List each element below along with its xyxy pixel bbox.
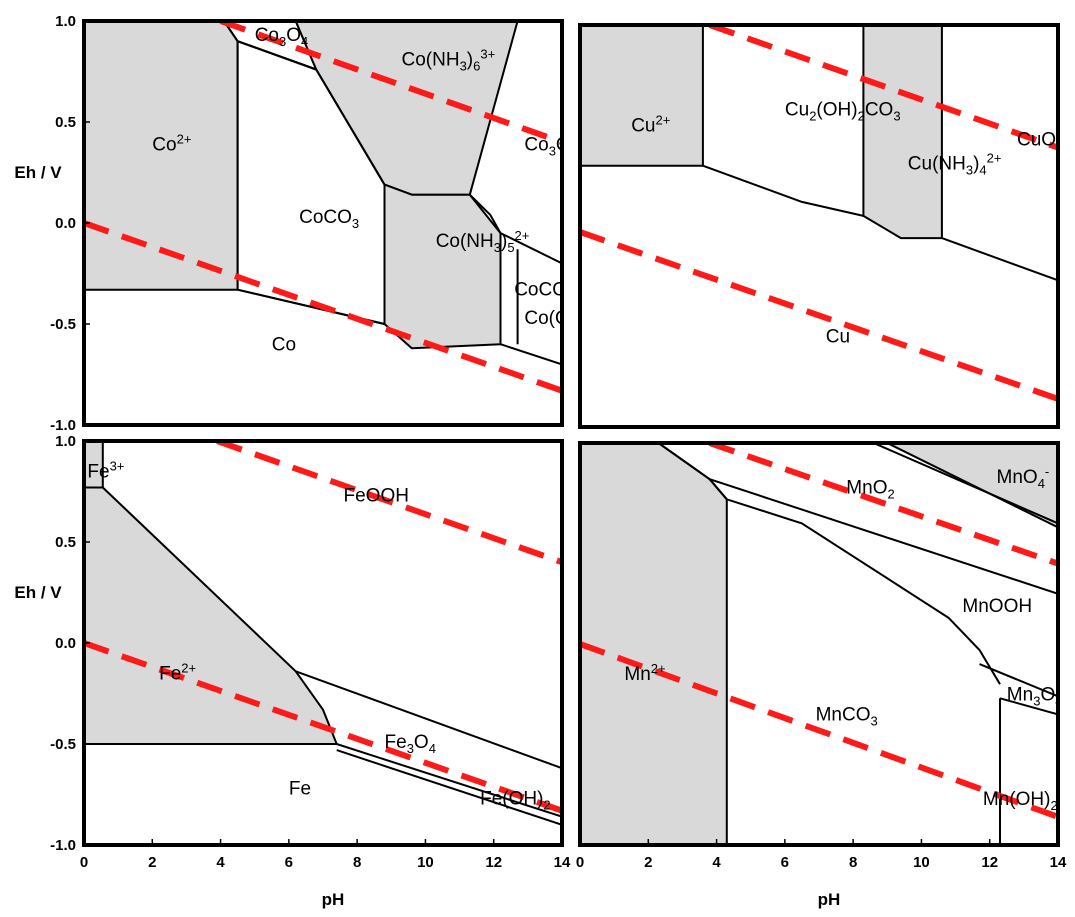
mn-water-line-o2-h2o bbox=[708, 443, 1058, 567]
co-y-tick-label: 0.0 bbox=[55, 215, 76, 232]
fe-y-tick-label: -1.0 bbox=[50, 837, 76, 854]
co-label-co-oh-2: Co(OH)2 bbox=[524, 308, 597, 332]
co-y-tick-label: 0.5 bbox=[55, 114, 76, 131]
mn-x-tick-label: 12 bbox=[981, 854, 998, 871]
co-label-coco3: CoCO3 bbox=[299, 207, 359, 231]
co-label-co3o4-top: Co3O4 bbox=[255, 25, 309, 49]
mn-label-mnooh: MnOOH bbox=[962, 596, 1032, 617]
mn-plot-frame bbox=[578, 441, 1060, 847]
cu-label-cu-nh3-4-2: Cu(NH3)42+ bbox=[908, 151, 1002, 178]
mn-label-mno2: MnO2 bbox=[846, 477, 894, 501]
fe-label-fe-oh-2: Fe(OH)2 bbox=[480, 789, 551, 813]
mn-x-axis-title: pH bbox=[818, 890, 841, 909]
fe-plot-area: Fe3+ Fe2+ FeOOH Fe3O4 Fe(OH)2 Fe bbox=[84, 441, 562, 845]
co-label-co3o4-right: Co3O4 bbox=[524, 134, 578, 158]
fe-water-line-h2o-h2 bbox=[84, 640, 562, 814]
fe-x-tick-label: 12 bbox=[485, 854, 502, 871]
fe-x-tick-label: 2 bbox=[148, 854, 156, 871]
fe-y-axis-title: Eh / V bbox=[14, 583, 62, 602]
cu-label-cu2-oh-2co3: Cu2(OH)2CO3 bbox=[785, 99, 901, 123]
mn-label-mn3o4: Mn3O4 bbox=[1007, 684, 1063, 708]
mn-label-mno4: MnO4- bbox=[997, 464, 1050, 491]
co-water-line-o2-h2o bbox=[219, 21, 562, 146]
fe-x-tick-label: 6 bbox=[285, 854, 293, 871]
fe-y-tick-label: 0.5 bbox=[55, 534, 76, 551]
fe-y-tick-label: -0.5 bbox=[50, 736, 76, 753]
mn-x-tick-label: 0 bbox=[576, 854, 584, 871]
cu-label-cu: Cu bbox=[826, 327, 850, 348]
fe-x-tick-label: 8 bbox=[353, 854, 361, 871]
mn-x-tick-label: 2 bbox=[644, 854, 652, 871]
mn-label-mn2: Mn2+ bbox=[624, 661, 665, 685]
fe-y-tick-label: 0.0 bbox=[55, 635, 76, 652]
fe-x-tick-label: 10 bbox=[417, 854, 434, 871]
fe-x-axis-title: pH bbox=[322, 890, 345, 909]
fe-water-line-o2-h2o bbox=[216, 441, 562, 566]
fe-region-fe2 bbox=[84, 486, 338, 745]
cu-water-line-o2-h2o bbox=[708, 25, 1058, 151]
fe-label-fe2: Fe2+ bbox=[159, 660, 196, 684]
fe-label-fe3o4: Fe3O4 bbox=[385, 732, 436, 756]
co-y-tick-label: -0.5 bbox=[50, 316, 76, 333]
cu-label-cu2: Cu2+ bbox=[631, 112, 670, 136]
fe-label-feooh: FeOOH bbox=[344, 486, 409, 507]
cu-boundary-line-0 bbox=[702, 164, 864, 217]
fe-boundary-line-0 bbox=[295, 670, 562, 770]
co-y-tick-label: 1.0 bbox=[55, 13, 76, 30]
co-label-co2: Co2+ bbox=[152, 131, 191, 155]
mn-region-mn2 bbox=[580, 443, 728, 845]
cu-plot-frame bbox=[578, 23, 1060, 429]
fe-label-fe3: Fe3+ bbox=[87, 458, 124, 482]
mn-x-tick-label: 4 bbox=[712, 854, 721, 871]
cu-plot-area: Cu2+ Cu(NH3)42+ Cu2(OH)2CO3 CuO Cu bbox=[580, 25, 1058, 427]
mn-label-mnco3: MnCO3 bbox=[816, 704, 878, 728]
mn-x-tick-label: 8 bbox=[849, 854, 857, 871]
fe-y-tick-label: 1.0 bbox=[55, 433, 76, 450]
fe-label-fe: Fe bbox=[289, 779, 311, 800]
fe-x-tick-label: 4 bbox=[216, 854, 225, 871]
cu-region-cu2 bbox=[580, 25, 704, 167]
fe-x-tick-label: 0 bbox=[80, 854, 88, 871]
cu-region-cu-nh3-4-2 bbox=[862, 25, 943, 240]
fe-boundary-line-1 bbox=[336, 743, 562, 818]
fe-boundary-line-2 bbox=[336, 749, 562, 826]
mn-x-tick-label: 14 bbox=[1050, 854, 1067, 871]
mn-x-tick-label: 10 bbox=[913, 854, 930, 871]
co-y-axis-title: Eh / V bbox=[14, 163, 62, 182]
cu-label-cuo: CuO bbox=[1017, 130, 1056, 151]
co-label-coco3-small: CoCO3 bbox=[514, 280, 574, 304]
mn-plot-area: Mn2+ MnO4- MnO2 MnOOH MnCO3 Mn3O4 Mn(OH)2 bbox=[580, 443, 1063, 845]
co-plot-area: Co2+ Co3O4 Co(NH3)63+ Co(NH3)52+ CoCO3 Co3O4 C… bbox=[84, 21, 597, 425]
mn-boundary-line-1 bbox=[873, 443, 1058, 525]
co-boundary-line-4 bbox=[500, 343, 562, 366]
co-boundary-line-0 bbox=[237, 40, 317, 71]
mn-boundary-line-2 bbox=[709, 478, 1058, 595]
mn-boundary-line-5 bbox=[999, 697, 1058, 716]
fe-x-tick-label: 14 bbox=[554, 854, 571, 871]
cu-boundary-line-1 bbox=[941, 237, 1058, 282]
cu-water-line-h2o-h2 bbox=[580, 229, 1058, 402]
mn-label-mn-oh-2: Mn(OH)2 bbox=[983, 789, 1058, 813]
co-label-co: Co bbox=[272, 334, 296, 355]
co-label-co-nh3-5-2: Co(NH3)52+ bbox=[436, 228, 530, 255]
co-boundary-line-1 bbox=[469, 193, 562, 265]
co-label-co-nh3-6-3: Co(NH3)63+ bbox=[402, 46, 496, 73]
mn-boundary-line-3 bbox=[726, 498, 1001, 685]
mn-x-tick-label: 6 bbox=[781, 854, 789, 871]
mn-water-line-h2o-h2 bbox=[580, 641, 1058, 820]
co-water-line-h2o-h2 bbox=[84, 220, 562, 394]
co-y-tick-label: -1.0 bbox=[50, 417, 76, 434]
mn-boundary-line-4 bbox=[979, 663, 1058, 698]
